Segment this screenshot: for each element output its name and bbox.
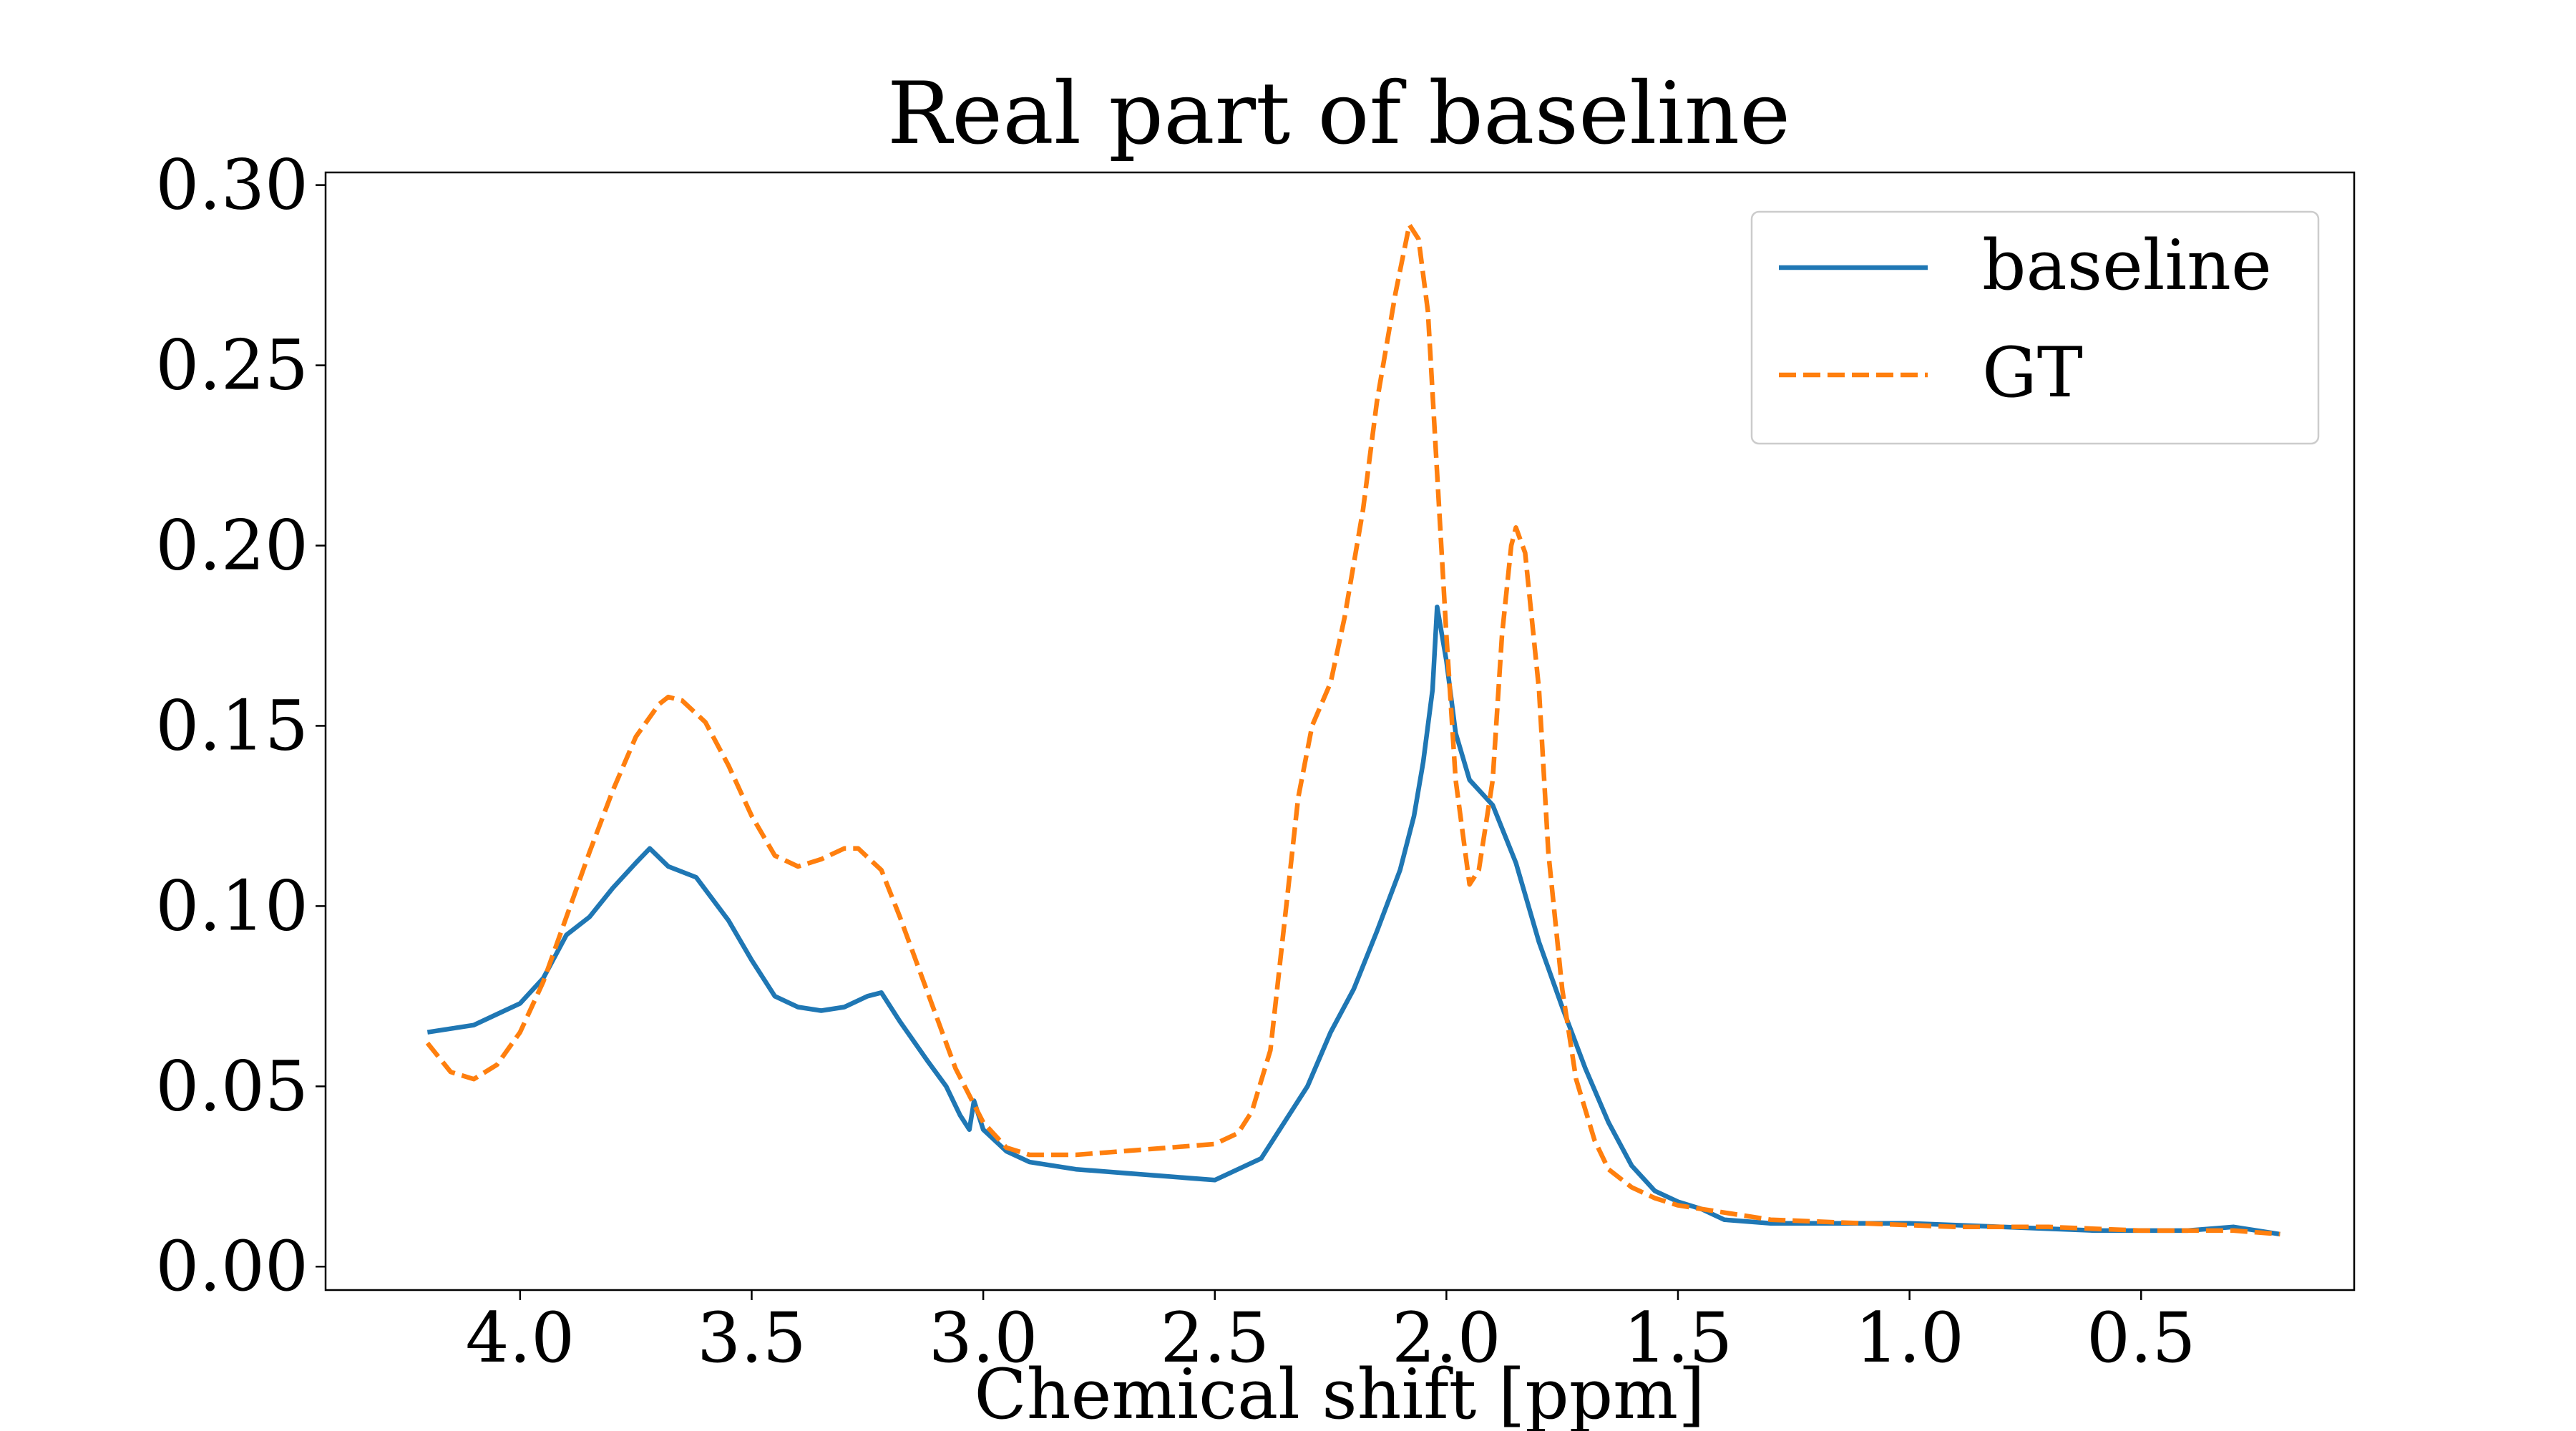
x-tick-label: 3.0: [929, 1298, 1038, 1378]
x-tick-label: 3.5: [697, 1298, 806, 1378]
series-layer: [425, 222, 2280, 1237]
y-tick-label: 0.25: [155, 326, 308, 406]
y-tick-label: 0.10: [155, 866, 308, 946]
legend-label-gt: GT: [1982, 333, 2083, 413]
y-tick-label: 0.00: [155, 1226, 308, 1307]
x-tick-label: 1.0: [1855, 1298, 1964, 1378]
series-line-gt: [425, 222, 2280, 1237]
y-tick-label: 0.05: [155, 1046, 308, 1126]
legend: baseline GT: [1750, 210, 2320, 445]
plot-frame: [324, 171, 2356, 1291]
y-tick-label: 0.15: [155, 685, 308, 766]
x-tick-label: 2.0: [1392, 1298, 1501, 1378]
y-tick-label: 0.20: [155, 506, 308, 586]
y-tick-label: 0.30: [155, 145, 308, 225]
series-line-baseline: [426, 604, 2280, 1237]
axes-layer: 4.0 3.5 3.0 2.5 2.0 1.5 1.0 0.5 0.00 0.05 0.10 0.15…: [155, 145, 2195, 1378]
legend-label-baseline: baseline: [1982, 225, 2272, 306]
chart-title: Real part of baseline: [887, 64, 1790, 164]
x-tick-label: 2.5: [1160, 1298, 1269, 1378]
x-tick-label: 4.0: [466, 1298, 575, 1378]
x-tick-label: 1.5: [1624, 1298, 1733, 1378]
x-tick-label: 0.5: [2087, 1298, 2196, 1378]
x-axis-label: Chemical shift [ppm]: [974, 1354, 1704, 1431]
